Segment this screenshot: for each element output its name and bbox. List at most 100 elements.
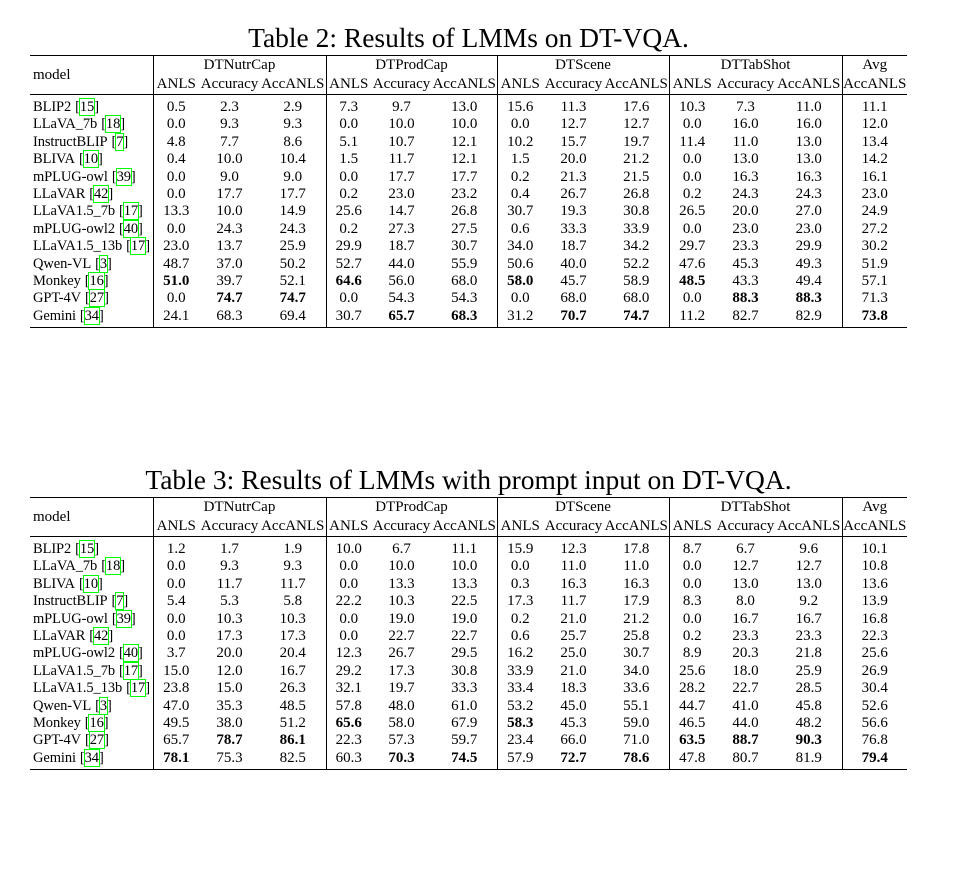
table-row: LLaVA1.5_13b 17 23.8 15.0 26.3 32.1 19.7 33.3 33… <box>30 679 907 698</box>
metric-value: 29.5 <box>451 645 478 662</box>
citation-link[interactable]: 27 <box>85 731 109 750</box>
model-name: mPLUG-owl2 <box>33 220 115 237</box>
metric-value: 49.5 <box>152 715 199 733</box>
metric-column-header: AccANLS <box>432 75 497 95</box>
citation-link[interactable]: 42 <box>89 185 113 204</box>
citation-link[interactable]: 17 <box>119 661 143 680</box>
citation-link[interactable]: 3 <box>95 254 112 273</box>
citation-number[interactable]: 42 <box>93 627 110 646</box>
citation-number[interactable]: 3 <box>98 696 109 715</box>
citation-number[interactable]: 17 <box>122 202 140 221</box>
metric-value: 19.0 <box>451 610 478 627</box>
metric-value: 52.7 <box>325 255 371 274</box>
citation-link[interactable]: 34 <box>80 748 104 767</box>
table-row: Monkey 16 49.5 38.0 51.2 65.6 58.0 67.9 58.3 45.3… <box>30 714 907 733</box>
metric-value: 0.0 <box>152 610 199 629</box>
metric-value: 47.6 <box>668 255 715 274</box>
citation-number[interactable]: 39 <box>115 167 132 186</box>
citation-number[interactable]: 17 <box>129 679 147 698</box>
metric-value: 35.3 <box>216 697 243 714</box>
metric-value: 0.0 <box>668 151 715 169</box>
citation-number[interactable]: 34 <box>83 748 100 767</box>
metric-value: 16.7 <box>732 610 759 627</box>
citation-number[interactable]: 17 <box>122 661 140 680</box>
citation-number[interactable]: 39 <box>115 609 132 628</box>
citation-link[interactable]: 42 <box>89 627 113 646</box>
metric-value: 32.1 <box>325 680 371 698</box>
citation-number[interactable]: 16 <box>88 272 105 291</box>
citation-number[interactable]: 18 <box>104 557 122 576</box>
metric-value: 17.3 <box>388 662 415 679</box>
metric-value: 13.0 <box>795 151 822 168</box>
metric-value: 27.0 <box>795 203 822 220</box>
citation-number[interactable]: 40 <box>122 219 140 238</box>
model-name: mPLUG-owl2 <box>33 645 115 662</box>
citation-link[interactable]: 17 <box>126 679 150 698</box>
citation-number[interactable]: 17 <box>129 237 147 256</box>
citation-link[interactable]: 34 <box>80 306 104 325</box>
metric-value: 9.6 <box>799 541 819 557</box>
citation-number[interactable]: 7 <box>115 592 125 611</box>
citation-link[interactable]: 18 <box>101 115 125 134</box>
citation-link[interactable]: 10 <box>79 574 103 593</box>
metric-value: 90.3 <box>795 732 822 749</box>
metric-value: 5.1 <box>325 133 371 152</box>
metric-column-header: AccANLS <box>604 75 669 95</box>
citation-link[interactable]: 18 <box>101 557 125 576</box>
model-cell: mPLUG-owl2 40 <box>30 219 153 238</box>
citation-number[interactable]: 15 <box>78 98 96 116</box>
citation-number[interactable]: 10 <box>82 150 100 169</box>
citation-link[interactable]: 3 <box>95 696 112 715</box>
metric-value: 10.0 <box>451 116 478 133</box>
citation-link[interactable]: 10 <box>79 150 103 169</box>
header-group-row: model DTNutrCap DTProdCap DTScene DTTabShot A… <box>30 56 907 95</box>
citation-link[interactable]: 40 <box>119 644 143 663</box>
metric-value: 21.2 <box>623 151 650 168</box>
metric-column-header: AccANLS <box>841 75 907 95</box>
citation-link[interactable]: 7 <box>112 592 128 611</box>
citation-link[interactable]: 16 <box>85 714 109 733</box>
metric-value: 46.5 <box>668 715 715 733</box>
metric-value: 29.9 <box>795 238 822 255</box>
metric-value: 71.0 <box>623 732 650 749</box>
citation-number[interactable]: 10 <box>82 574 100 593</box>
citation-link[interactable]: 15 <box>75 540 99 558</box>
citation-link[interactable]: 39 <box>112 609 136 628</box>
citation-number[interactable]: 27 <box>88 289 106 308</box>
metric-value: 26.8 <box>451 203 478 220</box>
citation-link[interactable]: 15 <box>75 98 99 116</box>
model-name: LLaVA_7b <box>33 116 98 133</box>
metric-value: 48.2 <box>795 715 822 732</box>
citation-number[interactable]: 7 <box>115 132 125 151</box>
metric-value: 0.2 <box>496 168 543 187</box>
model-name: LLaVAR <box>33 186 86 203</box>
citation-link[interactable]: 16 <box>85 272 109 291</box>
model-cell: LLaVAR 42 <box>30 185 153 204</box>
metric-value: 57.8 <box>325 697 371 716</box>
citation-number[interactable]: 16 <box>88 714 105 733</box>
citation-link[interactable]: 17 <box>126 237 150 256</box>
metric-value: 37.0 <box>216 255 243 272</box>
citation-number[interactable]: 3 <box>98 254 109 273</box>
citation-number[interactable]: 40 <box>122 644 140 663</box>
citation-link[interactable]: 27 <box>85 289 109 308</box>
model-name: mPLUG-owl <box>33 610 108 627</box>
citation-link[interactable]: 7 <box>112 132 128 151</box>
metric-value: 22.7 <box>388 628 415 645</box>
metric-value: 66.0 <box>560 732 587 749</box>
citation-number[interactable]: 34 <box>83 306 100 325</box>
metric-value: 0.0 <box>325 628 371 646</box>
citation-number[interactable]: 18 <box>104 115 122 134</box>
citation-number[interactable]: 42 <box>93 185 110 204</box>
metric-column-header: Accuracy <box>371 517 432 537</box>
metric-value: 68.3 <box>451 307 478 324</box>
citation-link[interactable]: 40 <box>119 219 143 238</box>
metric-value: 10.3 <box>388 593 415 610</box>
citation-number[interactable]: 15 <box>78 540 96 558</box>
table-row: LLaVAR 42 0.0 17.7 17.7 0.2 23.0 23.2 0.4 26.7 26.… <box>30 185 907 204</box>
citation-link[interactable]: 17 <box>119 202 143 221</box>
metric-value: 3.7 <box>152 645 199 663</box>
model-name: LLaVA1.5_13b <box>33 238 123 255</box>
citation-number[interactable]: 27 <box>88 731 106 750</box>
citation-link[interactable]: 39 <box>112 167 136 186</box>
